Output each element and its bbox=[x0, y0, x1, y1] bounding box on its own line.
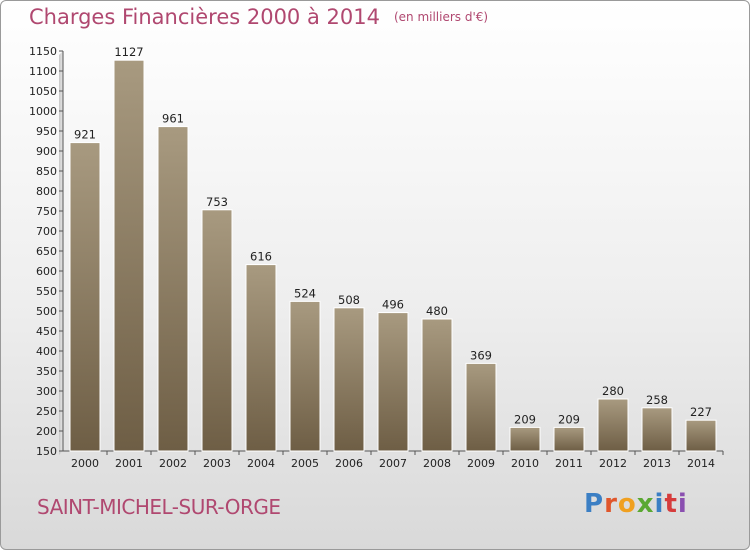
x-tick-label-2012: 2012 bbox=[599, 457, 627, 470]
bar-2005 bbox=[289, 300, 321, 452]
bar-2000 bbox=[69, 142, 101, 452]
bar-2008 bbox=[421, 318, 453, 452]
bar-2006 bbox=[333, 307, 365, 452]
bar-2002 bbox=[157, 126, 189, 452]
x-tick-label-2000: 2000 bbox=[71, 457, 99, 470]
x-tick-label-2008: 2008 bbox=[423, 457, 451, 470]
value-label-2003: 753 bbox=[206, 195, 228, 209]
x-tick-label-2004: 2004 bbox=[247, 457, 275, 470]
axis-wall bbox=[59, 51, 63, 455]
y-tick-label: 400 bbox=[36, 345, 57, 358]
y-tick-label: 1150 bbox=[29, 45, 57, 58]
value-label-2010: 209 bbox=[514, 412, 536, 426]
y-tick-label: 450 bbox=[36, 325, 57, 338]
y-tick-label: 850 bbox=[36, 165, 57, 178]
value-label-2014: 227 bbox=[690, 405, 712, 419]
commune-name: SAINT-MICHEL-SUR-ORGE bbox=[37, 495, 281, 519]
chart-subtitle: (en milliers d'€) bbox=[393, 10, 489, 24]
bar-2011 bbox=[553, 426, 585, 452]
x-tick-label-2013: 2013 bbox=[643, 457, 671, 470]
y-tick-label: 350 bbox=[36, 365, 57, 378]
value-label-2013: 258 bbox=[646, 393, 668, 407]
y-tick-label: 200 bbox=[36, 425, 57, 438]
x-tick-label-2005: 2005 bbox=[291, 457, 319, 470]
y-tick-label: 700 bbox=[36, 225, 57, 238]
value-label-2012: 280 bbox=[602, 384, 624, 398]
x-tick-label-2010: 2010 bbox=[511, 457, 539, 470]
x-tick-label-2002: 2002 bbox=[159, 457, 187, 470]
value-label-2004: 616 bbox=[250, 250, 272, 264]
bar-2009 bbox=[465, 362, 497, 452]
y-tick-label: 300 bbox=[36, 385, 57, 398]
value-label-2006: 508 bbox=[338, 293, 360, 307]
y-tick-label: 1050 bbox=[29, 85, 57, 98]
bar-2012 bbox=[597, 398, 629, 452]
bar-2014 bbox=[685, 419, 717, 452]
y-tick-label: 550 bbox=[36, 285, 57, 298]
value-label-2001: 1127 bbox=[114, 45, 143, 59]
x-tick-label-2011: 2011 bbox=[555, 457, 583, 470]
value-label-2002: 961 bbox=[162, 112, 184, 126]
value-label-2000: 921 bbox=[74, 128, 96, 142]
bars: 921 1127 961 753 616 524 508 496 480 369 209 209 280… bbox=[69, 45, 717, 452]
value-label-2008: 480 bbox=[426, 304, 448, 318]
y-tick-label: 750 bbox=[36, 205, 57, 218]
bar-2001 bbox=[113, 59, 145, 452]
bar-2007 bbox=[377, 312, 409, 452]
y-tick-label: 900 bbox=[36, 145, 57, 158]
x-tick-label-2014: 2014 bbox=[687, 457, 715, 470]
x-tick-label-2006: 2006 bbox=[335, 457, 363, 470]
value-label-2009: 369 bbox=[470, 348, 492, 362]
y-tick-label: 150 bbox=[36, 445, 57, 458]
y-tick-label: 800 bbox=[36, 185, 57, 198]
x-tick-label-2007: 2007 bbox=[379, 457, 407, 470]
bar-2003 bbox=[201, 209, 233, 452]
bar-2010 bbox=[509, 426, 541, 452]
x-tick-label-2001: 2001 bbox=[115, 457, 143, 470]
chart-title: Charges Financières 2000 à 2014 (en milli… bbox=[29, 5, 488, 29]
axes: 150 200 250 300 350 400 450 500 550 600 650 700 750 8… bbox=[29, 45, 724, 470]
y-tick-label: 1000 bbox=[29, 105, 57, 118]
y-tick-label: 250 bbox=[36, 405, 57, 418]
value-label-2007: 496 bbox=[382, 298, 404, 312]
value-label-2011: 209 bbox=[558, 412, 580, 426]
x-tick-label-2009: 2009 bbox=[467, 457, 495, 470]
chart-title-text: Charges Financières 2000 à 2014 bbox=[29, 5, 380, 29]
proxiti-logo[interactable]: Proxiti bbox=[584, 489, 688, 519]
y-tick-label: 1100 bbox=[29, 65, 57, 78]
y-tick-label: 650 bbox=[36, 245, 57, 258]
y-tick-label: 950 bbox=[36, 125, 57, 138]
x-tick-label-2003: 2003 bbox=[203, 457, 231, 470]
y-tick-label: 500 bbox=[36, 305, 57, 318]
bar-2004 bbox=[245, 264, 277, 452]
y-tick-label: 600 bbox=[36, 265, 57, 278]
value-label-2005: 524 bbox=[294, 286, 316, 300]
bar-2013 bbox=[641, 407, 673, 452]
